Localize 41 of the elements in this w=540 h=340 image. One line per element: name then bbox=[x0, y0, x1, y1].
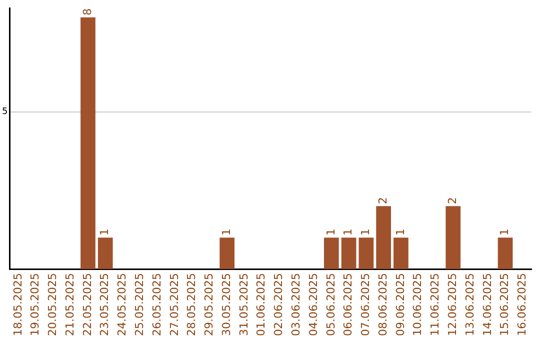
x-tick-label: 18.05.2025 bbox=[11, 273, 24, 336]
data-label: 1 bbox=[98, 228, 112, 236]
x-tick-label: 07.06.2025 bbox=[359, 273, 372, 336]
x-tick-label: 05.06.2025 bbox=[324, 273, 338, 336]
x-tick-label: 31.05.2025 bbox=[237, 273, 250, 336]
x-tick-label: 25.05.2025 bbox=[132, 273, 146, 336]
x-tick-label: 11.06.2025 bbox=[428, 273, 442, 336]
data-label: 1 bbox=[220, 228, 233, 236]
x-tick-label: 10.06.2025 bbox=[411, 273, 424, 336]
data-label: 1 bbox=[359, 228, 372, 236]
x-tick-label: 01.06.2025 bbox=[254, 273, 268, 336]
data-label: 2 bbox=[446, 197, 459, 204]
x-tick-label: 20.05.2025 bbox=[46, 273, 60, 336]
x-tick-label: 22.05.2025 bbox=[80, 273, 94, 336]
x-tick-label: 23.05.2025 bbox=[98, 273, 112, 336]
x-tick-label: 28.05.2025 bbox=[185, 273, 198, 336]
x-tick-label: 09.06.2025 bbox=[394, 273, 407, 336]
x-tick-label: 12.06.2025 bbox=[446, 273, 459, 336]
x-tick-label: 14.06.2025 bbox=[480, 273, 494, 336]
data-label: 1 bbox=[498, 228, 512, 236]
x-tick-label: 19.05.2025 bbox=[28, 273, 42, 336]
x-tick-label: 08.06.2025 bbox=[376, 273, 390, 336]
data-label: 2 bbox=[376, 197, 390, 204]
data-label: 1 bbox=[324, 228, 338, 236]
x-tick-label: 26.05.2025 bbox=[150, 273, 164, 336]
data-label: 1 bbox=[394, 228, 407, 236]
x-tick-label: 02.06.2025 bbox=[272, 273, 286, 336]
x-tick-label: 30.05.2025 bbox=[220, 273, 233, 336]
x-tick-label: 24.05.2025 bbox=[116, 273, 129, 336]
y-tick-label: 5 bbox=[2, 107, 8, 118]
x-tick-label: 13.06.2025 bbox=[463, 273, 476, 336]
data-label: 1 bbox=[342, 228, 355, 236]
x-tick-label: 03.06.2025 bbox=[289, 273, 302, 336]
x-tick-label: 06.06.2025 bbox=[342, 273, 355, 336]
x-tick-label: 15.06.2025 bbox=[498, 273, 512, 336]
x-tick-label: 16.06.2025 bbox=[516, 273, 529, 336]
x-tick-label: 29.05.2025 bbox=[202, 273, 216, 336]
data-label: 8 bbox=[80, 8, 94, 16]
x-tick-label: 21.05.2025 bbox=[63, 273, 76, 336]
x-tick-label: 04.06.2025 bbox=[306, 273, 320, 336]
x-tick-label: 27.05.2025 bbox=[168, 273, 181, 336]
